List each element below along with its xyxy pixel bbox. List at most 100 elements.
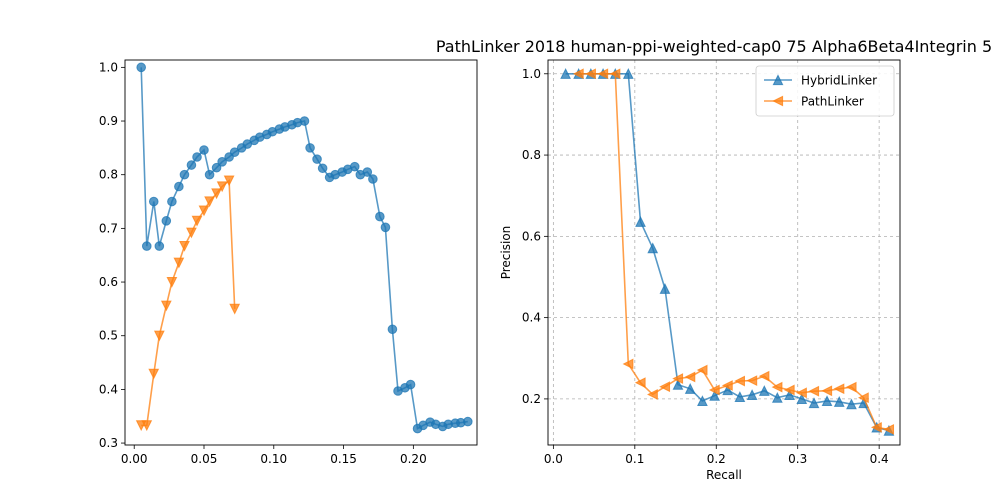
- data-point: [771, 381, 783, 393]
- data-point: [166, 276, 178, 288]
- y-tick-label: 0.5: [99, 329, 118, 343]
- data-point: [560, 68, 572, 79]
- x-tick-label: 0.20: [400, 452, 427, 466]
- data-point: [368, 174, 378, 184]
- data-point: [709, 389, 721, 401]
- y-tick-label: 0.6: [99, 275, 118, 289]
- x-tick-label: 0.3: [788, 452, 807, 466]
- y-tick-label: 1.0: [522, 67, 541, 81]
- data-point: [179, 240, 190, 252]
- data-point: [684, 383, 696, 394]
- data-point: [784, 389, 795, 400]
- x-tick-label: 0.0: [544, 452, 563, 466]
- data-point: [191, 215, 203, 227]
- x-tick-label: 0.00: [121, 452, 148, 466]
- data-point: [746, 375, 758, 387]
- data-point: [216, 181, 228, 193]
- data-point: [204, 196, 215, 208]
- data-point: [229, 147, 240, 157]
- legend-label: PathLinker: [801, 95, 864, 109]
- data-point: [153, 330, 165, 342]
- data-point: [387, 324, 398, 335]
- data-point: [179, 169, 190, 180]
- series-pathlinker: [572, 68, 895, 435]
- data-point: [154, 241, 165, 251]
- y-tick-label: 0.6: [522, 229, 541, 243]
- data-point: [659, 381, 671, 393]
- data-point: [634, 377, 646, 389]
- data-point: [883, 423, 895, 435]
- legend-label: HybridLinker: [801, 74, 877, 88]
- series-triangle-down: [135, 175, 241, 432]
- data-point: [622, 358, 634, 370]
- x-tick-label: 0.1: [625, 452, 644, 466]
- left-chart: 0.00 0.05 0.10 0.15 0.20 0.3 0.4 0.5 0.6 0.7 0.8 0.…: [99, 59, 478, 466]
- data-point: [317, 163, 328, 174]
- data-point: [672, 378, 684, 390]
- data-point: [796, 387, 807, 399]
- data-point: [141, 241, 152, 251]
- data-point: [141, 420, 153, 432]
- data-point: [796, 393, 808, 405]
- data-point: [684, 371, 696, 383]
- legend-entry: HybridLinker: [764, 74, 877, 88]
- y-axis-label: Precision: [499, 226, 513, 280]
- data-point: [186, 160, 197, 170]
- y-tick-label: 0.4: [99, 382, 118, 396]
- chart-title: PathLinker 2018 human-ppi-weighted-cap0 …: [436, 37, 992, 56]
- data-point: [857, 392, 869, 404]
- data-point: [211, 188, 222, 200]
- data-point: [672, 373, 684, 385]
- data-point: [198, 205, 210, 217]
- data-point: [160, 300, 172, 312]
- data-point: [721, 380, 733, 391]
- data-point: [758, 370, 770, 382]
- plot-frame: [547, 59, 901, 446]
- y-tick-label: 0.4: [522, 311, 541, 325]
- y-tick-label: 0.3: [99, 436, 118, 450]
- data-point: [174, 181, 184, 192]
- data-point: [597, 68, 609, 80]
- data-point: [846, 398, 857, 410]
- data-point: [148, 196, 159, 207]
- data-point: [808, 397, 820, 409]
- legend-swatch-marker: [772, 74, 784, 86]
- data-point: [697, 395, 708, 407]
- data-point: [870, 421, 882, 433]
- x-tick-label: 0.05: [191, 452, 218, 466]
- x-axis-label: Recall: [706, 468, 742, 482]
- data-point: [217, 157, 227, 167]
- data-point: [734, 375, 745, 387]
- x-tick-label: 0.10: [260, 452, 287, 466]
- data-point: [204, 169, 215, 180]
- data-point: [845, 381, 857, 393]
- series-circle: [136, 62, 473, 434]
- data-point: [405, 379, 416, 390]
- legend-swatch-marker: [772, 95, 784, 107]
- data-point: [462, 416, 473, 427]
- y-tick-label: 0.8: [522, 148, 541, 162]
- data-point: [362, 167, 373, 177]
- data-point: [622, 68, 634, 79]
- data-point: [746, 389, 758, 400]
- data-point: [211, 162, 222, 173]
- data-point: [136, 62, 146, 73]
- data-point: [696, 364, 708, 376]
- data-point: [833, 383, 845, 395]
- data-point: [223, 175, 235, 187]
- legend: HybridLinker PathLinker: [755, 65, 895, 117]
- data-point: [167, 196, 177, 207]
- data-point: [821, 385, 833, 397]
- data-point: [647, 242, 659, 254]
- x-tick-label: 0.15: [330, 452, 357, 466]
- legend-entry: PathLinker: [764, 95, 864, 109]
- data-point: [783, 384, 795, 396]
- data-point: [572, 68, 584, 80]
- data-point: [199, 145, 209, 155]
- data-point: [349, 161, 360, 172]
- right-chart: 0.0 0.1 0.2 0.3 0.4 0.2 0.4 0.6 0.8 1.0 Recall Prec…: [499, 59, 901, 482]
- data-point: [161, 216, 172, 226]
- y-tick-label: 0.7: [99, 221, 118, 235]
- data-point: [173, 257, 185, 269]
